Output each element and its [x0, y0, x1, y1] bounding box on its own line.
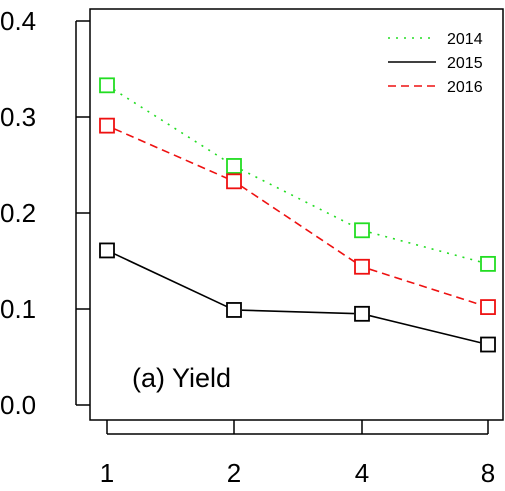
y-axis: 0.0 0.1 0.2 0.3 0.4: [0, 6, 90, 420]
series-layer: [99, 77, 496, 353]
series-2016-segment: [114, 128, 227, 179]
x-tick-label: 1: [100, 458, 114, 488]
series-2014-segment: [113, 88, 228, 163]
y-tick-label: 0.0: [0, 390, 36, 420]
series-2014-marker: [480, 255, 496, 272]
series-2014-segment: [240, 168, 356, 228]
y-tick-label: 0.4: [0, 6, 36, 36]
series-2014-segment: [369, 231, 481, 263]
series-2014-marker: [99, 77, 115, 94]
legend-label-2015: 2015: [447, 55, 483, 72]
series-2016-marker: [226, 173, 242, 190]
x-tick-label: 2: [227, 458, 241, 488]
chart-annotation: (a) Yield: [132, 363, 231, 393]
legend-label-2014: 2014: [447, 31, 483, 48]
series-2015-marker: [99, 242, 115, 259]
x-tick-label: 8: [481, 458, 495, 488]
series-2016-marker: [99, 117, 115, 134]
series-2015-marker: [226, 302, 242, 318]
legend-label-2016: 2016: [447, 79, 483, 96]
series-2015-marker: [354, 305, 370, 322]
x-axis: 1 2 4 8: [100, 420, 495, 488]
y-tick-label: 0.3: [0, 102, 36, 132]
y-tick-label: 0.1: [0, 294, 36, 324]
series-2014-marker: [354, 222, 370, 239]
series-2015-marker: [480, 336, 496, 353]
legend: 2014 2015 2016: [388, 31, 483, 96]
series-2014-marker: [226, 158, 242, 174]
series-2016-segment: [240, 185, 356, 263]
plot-frame: [89, 8, 504, 421]
series-2016-marker: [480, 299, 496, 315]
y-tick-label: 0.2: [0, 198, 36, 228]
series-2016-marker: [354, 258, 370, 275]
series-2015-segment: [241, 309, 355, 315]
series-2016-segment: [369, 268, 481, 306]
series-2015-segment: [113, 253, 228, 308]
series-2015-segment: [369, 314, 481, 344]
x-tick-label: 4: [355, 458, 369, 488]
